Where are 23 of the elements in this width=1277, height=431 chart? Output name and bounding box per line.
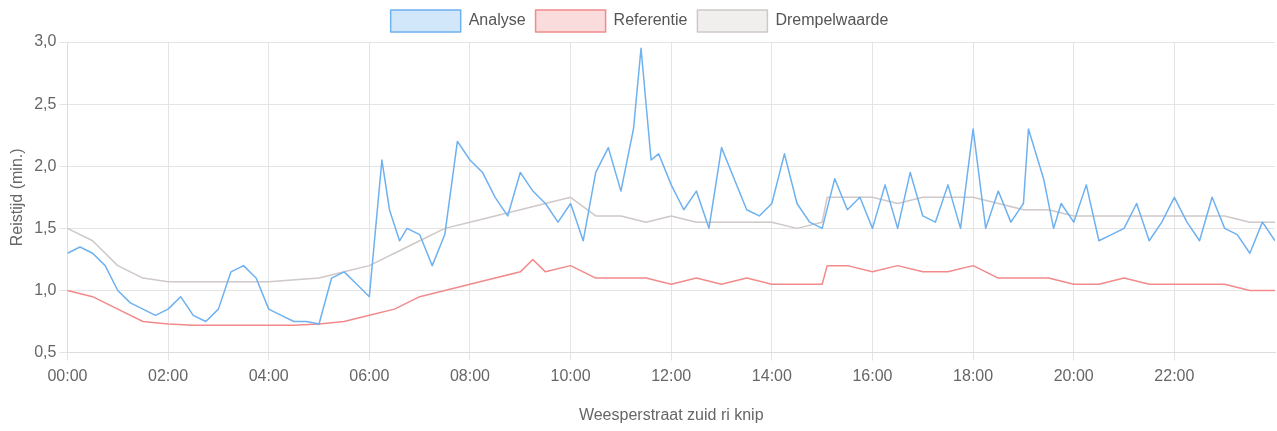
y-tick-label: 1,0 [34,280,57,298]
x-tick-label: 22:00 [1154,366,1195,384]
y-tick-label: 1,5 [34,218,57,236]
y-tick-label: 2,0 [34,156,57,174]
x-tick-label: 06:00 [349,366,390,384]
x-tick-label: 20:00 [1053,366,1094,384]
x-tick-label: 16:00 [852,366,893,384]
x-tick-label: 02:00 [148,366,189,384]
x-tick-label: 18:00 [953,366,994,384]
y-tick-label: 0,5 [34,343,57,361]
x-tick-label: 08:00 [449,366,491,384]
legend-label: Referentie [613,11,688,29]
y-tick-label: 3,0 [34,32,57,50]
y-tick-label: 2,5 [34,94,57,112]
x-tick-label: 04:00 [248,366,289,384]
x-tick-label: 14:00 [751,366,792,384]
legend-label: Drempelwaarde [775,11,889,29]
x-tick-label: 00:00 [47,366,88,384]
legend-label: Analyse [468,11,526,29]
x-tick-label: 12:00 [651,366,692,384]
y-axis-title: Reistijd (min.) [8,148,26,247]
x-tick-label: 10:00 [550,366,591,384]
x-axis-title: Weesperstraat zuid ri knip [578,405,764,423]
